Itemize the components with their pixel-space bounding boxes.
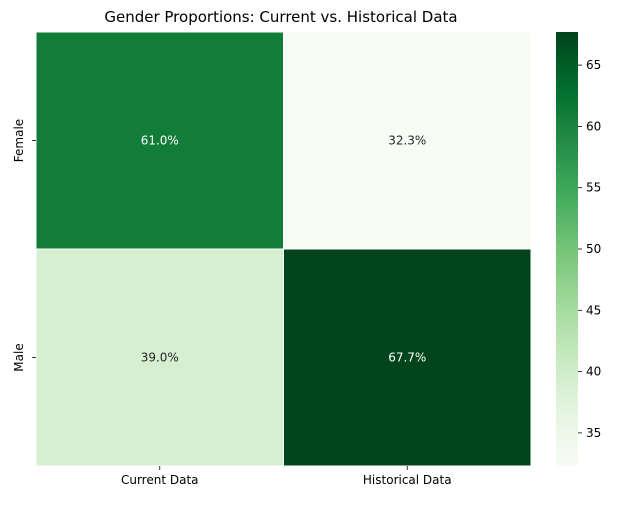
cell-labels: 61.0% 32.3% 39.0% 67.7% bbox=[141, 134, 427, 365]
heatmap-cell-male-1 bbox=[283, 248, 532, 467]
y-axis: Female Male bbox=[12, 119, 36, 372]
heatmap-cell-female-1 bbox=[283, 31, 532, 250]
heatmap-cell-female-0 bbox=[35, 31, 284, 250]
colorbar-tick-label: 40 bbox=[586, 365, 601, 379]
colorbar-gradient bbox=[556, 32, 578, 466]
colorbar-tick-label: 35 bbox=[586, 426, 601, 440]
x-tick-label: Historical Data bbox=[363, 473, 452, 487]
cell-value-label: 32.3% bbox=[388, 134, 426, 148]
colorbar: 35 40 45 50 55 60 65 bbox=[556, 32, 601, 466]
chart-title: Gender Proportions: Current vs. Historic… bbox=[104, 8, 457, 26]
cell-value-label: 67.7% bbox=[388, 351, 426, 365]
colorbar-tick-label: 65 bbox=[586, 58, 601, 72]
x-axis: Current Data Historical Data bbox=[121, 466, 452, 487]
colorbar-tick-label: 50 bbox=[586, 242, 601, 256]
heatmap-cells bbox=[35, 31, 532, 467]
y-tick-label: Male bbox=[12, 343, 26, 371]
colorbar-tick-label: 45 bbox=[586, 303, 601, 317]
heatmap-cell-male-0 bbox=[35, 248, 284, 467]
colorbar-tick-label: 60 bbox=[586, 119, 601, 133]
y-tick-label: Female bbox=[12, 119, 26, 162]
colorbar-tick-label: 55 bbox=[586, 181, 601, 195]
cell-value-label: 61.0% bbox=[141, 134, 179, 148]
x-tick-label: Current Data bbox=[121, 473, 199, 487]
cell-value-label: 39.0% bbox=[141, 351, 179, 365]
